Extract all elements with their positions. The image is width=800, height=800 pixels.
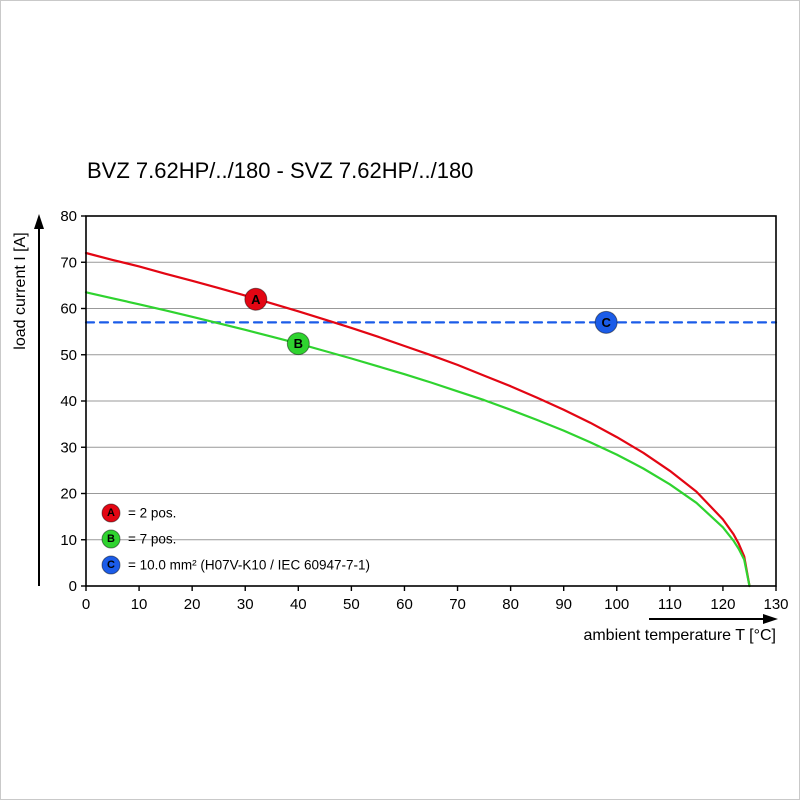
chart-generated-layer: 0 10 20 30 40 50 60 70 80 90 100 110 120 130 0 10 20 30 40… (34, 208, 789, 624)
marker-b (286, 332, 310, 356)
y-tick-label: 10 (60, 532, 77, 549)
y-axis-arrow-head (34, 214, 44, 229)
x-axis-arrow-head (763, 614, 778, 624)
marker-c (594, 310, 618, 334)
x-tick-label: 70 (449, 596, 466, 613)
marker-a (244, 287, 268, 311)
y-axis-label: load current I [A] (12, 232, 29, 349)
x-tick-label: 120 (710, 596, 735, 613)
x-tick-label: 0 (82, 596, 90, 613)
marker-b-letter: B (294, 336, 303, 351)
legend-label-b: = 7 pos. (128, 532, 176, 547)
legend-swatch-c (101, 555, 121, 575)
y-tick-label: 20 (60, 486, 77, 503)
legend-swatch-a (101, 503, 121, 523)
legend-swatch-a-letter: A (107, 507, 115, 519)
y-tick-label: 80 (60, 208, 77, 225)
y-tick-label: 30 (60, 439, 77, 456)
x-tick-label: 130 (763, 596, 788, 613)
marker-c-letter: C (601, 315, 611, 330)
x-tick-label: 50 (343, 596, 360, 613)
curve-a (84, 251, 751, 588)
y-tick-label: 60 (60, 301, 77, 318)
legend-label-c: = 10.0 mm² (H07V-K10 / IEC 60947-7-1) (128, 558, 370, 573)
legend-label-a: = 2 pos. (128, 506, 176, 521)
x-tick-label: 30 (237, 596, 254, 613)
x-tick-label: 80 (502, 596, 519, 613)
x-tick-label: 40 (290, 596, 307, 613)
x-tick-label: 100 (604, 596, 629, 613)
x-tick-label: 90 (555, 596, 572, 613)
x-tick-label: 60 (396, 596, 413, 613)
y-tick-label: 0 (69, 578, 77, 595)
y-tick-label: 40 (60, 393, 77, 410)
x-tick-label: 20 (184, 596, 201, 613)
legend-swatch-b-letter: B (107, 533, 115, 545)
y-tick-label: 70 (60, 254, 77, 271)
legend-swatch-c-letter: C (107, 559, 115, 571)
x-tick-label: 10 (131, 596, 148, 613)
y-tick-label: 50 (60, 347, 77, 364)
curve-b (84, 291, 751, 588)
x-axis-label: ambient temperature T [°C] (583, 627, 776, 644)
legend-swatch-b (101, 529, 121, 549)
chart-title: BVZ 7.62HP/../180 - SVZ 7.62HP/../180 (87, 158, 474, 183)
x-tick-label: 110 (658, 596, 682, 613)
marker-a-letter: A (251, 292, 261, 307)
